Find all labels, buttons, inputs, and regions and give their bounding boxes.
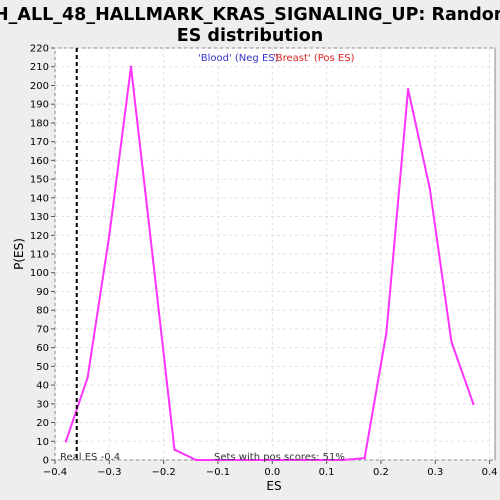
y-axis-label: P(ES) bbox=[12, 238, 26, 270]
es-data-point bbox=[151, 256, 154, 259]
y-tick-label: 150 bbox=[30, 175, 49, 186]
real-es-label: Real ES -0.4 bbox=[60, 452, 120, 463]
y-tick-label: 50 bbox=[36, 362, 49, 373]
es-data-point bbox=[472, 402, 475, 406]
y-tick-label: 120 bbox=[30, 231, 49, 242]
es-data-point bbox=[385, 331, 388, 334]
es-data-point bbox=[406, 88, 410, 91]
es-data-point bbox=[238, 458, 241, 462]
legend-blood: 'Blood' (Neg ES) bbox=[198, 53, 279, 64]
es-data-point bbox=[325, 458, 328, 462]
y-tick-label: 30 bbox=[36, 399, 49, 410]
x-tick-label: 0.0 bbox=[264, 467, 280, 478]
x-tick-label: −0.3 bbox=[97, 467, 121, 478]
y-tick-label: 220 bbox=[30, 44, 49, 55]
y-tick-label: 20 bbox=[36, 418, 49, 429]
chart-title-line2: ES distribution bbox=[177, 26, 323, 46]
y-tick-label: 160 bbox=[30, 156, 49, 167]
es-data-point bbox=[173, 448, 176, 451]
es-data-point bbox=[64, 440, 68, 443]
es-data-point bbox=[363, 456, 366, 460]
y-tick-label: 10 bbox=[36, 437, 49, 448]
x-tick-label: 0.3 bbox=[427, 467, 443, 478]
pos-scores-annotation: Sets with pos scores: 51% bbox=[214, 452, 345, 463]
es-data-point bbox=[303, 458, 307, 462]
es-data-point bbox=[341, 458, 345, 462]
es-data-point bbox=[129, 65, 133, 68]
y-axis-ticks: 0 10 20 30 40 50 60 70 80 90 100 110 120 130 140 150 160… bbox=[30, 44, 55, 467]
x-tick-label: 0.4 bbox=[482, 467, 498, 478]
y-tick-label: 140 bbox=[30, 193, 49, 204]
es-data-point bbox=[195, 458, 198, 462]
es-data-point bbox=[86, 376, 89, 379]
y-tick-label: 130 bbox=[30, 212, 49, 223]
chart-title-line1: H_ALL_48_HALLMARK_KRAS_SIGNALING_UP: Ran… bbox=[0, 5, 500, 25]
x-axis-label: ES bbox=[266, 479, 281, 493]
es-data-point bbox=[108, 234, 111, 237]
y-tick-label: 40 bbox=[36, 381, 49, 392]
es-distribution-line bbox=[64, 66, 475, 461]
y-tick-label: 110 bbox=[30, 250, 49, 261]
y-tick-label: 200 bbox=[30, 81, 49, 92]
es-data-point bbox=[216, 458, 220, 462]
y-tick-label: 210 bbox=[30, 62, 49, 73]
series-layer bbox=[64, 65, 475, 462]
y-tick-label: 190 bbox=[30, 100, 49, 111]
es-data-point bbox=[428, 187, 432, 190]
x-tick-label: −0.1 bbox=[206, 467, 230, 478]
x-tick-label: −0.2 bbox=[151, 467, 175, 478]
es-data-point bbox=[260, 458, 263, 462]
x-tick-label: −0.4 bbox=[43, 467, 67, 478]
es-data-point bbox=[281, 458, 285, 462]
x-tick-label: 0.1 bbox=[319, 467, 335, 478]
y-tick-label: 180 bbox=[30, 118, 49, 129]
x-axis-ticks: −0.4 −0.3 −0.2 −0.1 0.0 0.1 0.2 0.3 0.4 bbox=[43, 460, 498, 478]
y-tick-label: 90 bbox=[36, 287, 49, 298]
y-tick-label: 60 bbox=[36, 343, 49, 354]
y-tick-label: 0 bbox=[43, 456, 49, 467]
legend-breast: 'Breast' (Pos ES) bbox=[273, 53, 355, 64]
x-tick-label: 0.2 bbox=[373, 467, 389, 478]
y-tick-label: 80 bbox=[36, 306, 49, 317]
grid bbox=[54, 47, 495, 461]
y-tick-label: 100 bbox=[30, 268, 49, 279]
y-tick-label: 70 bbox=[36, 324, 49, 335]
y-tick-label: 170 bbox=[30, 137, 49, 148]
es-data-point bbox=[450, 340, 453, 344]
